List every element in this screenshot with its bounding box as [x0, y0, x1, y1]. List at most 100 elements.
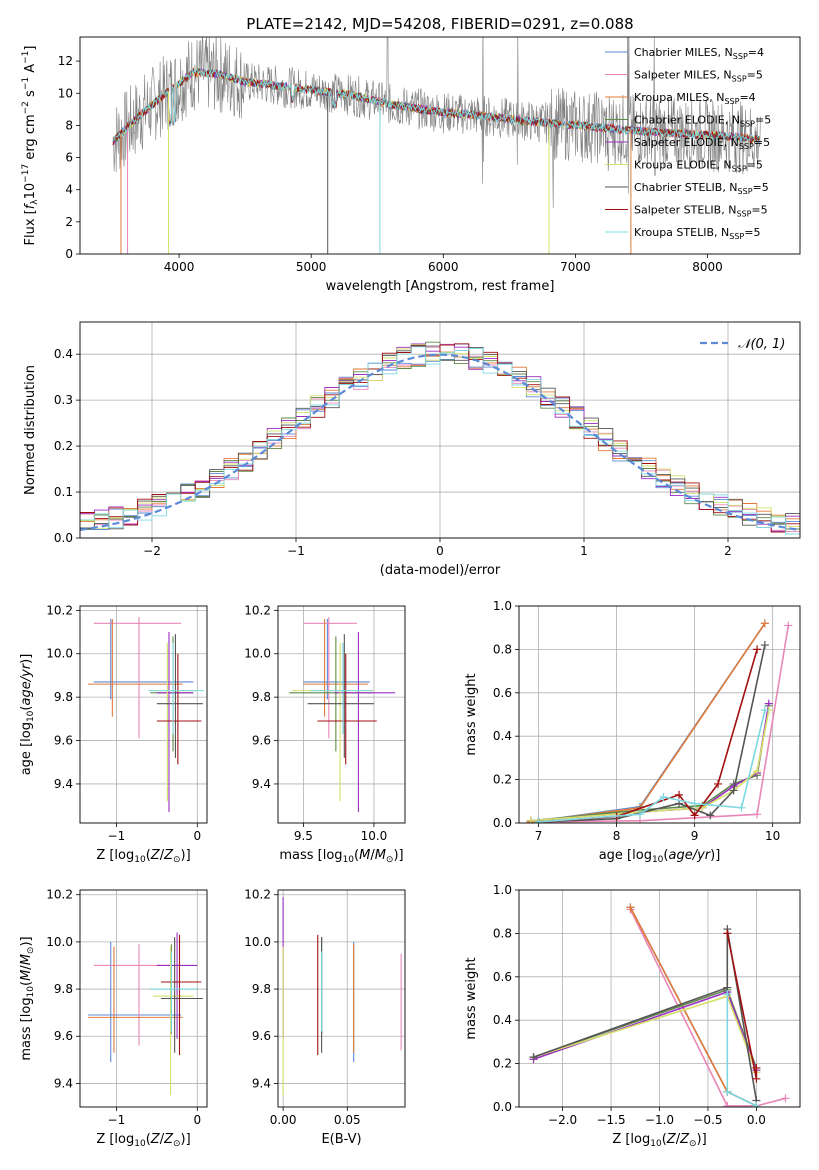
mass-vs-ebv-panel: 0.00 0.05 9.4 9.6 9.8 10.0 10.2 E(B-V)	[244, 888, 406, 1147]
plot-area	[80, 341, 800, 535]
spectrum-panel: 4000 5000 6000 7000 8000 0 2 4 6 8 10 12 Chabrier MI…	[21, 36, 801, 294]
x-axis-label: wavelength [Angstrom, rest frame]	[326, 279, 555, 294]
y-axis-label: Flux [fλ10−17 erg cm−2 s−1 A−1]	[21, 46, 40, 246]
legend-label: 𝒩(0, 1)	[738, 337, 785, 352]
x-tick-label: 10.0	[361, 829, 388, 843]
mass-weight-vs-metallicity-panel: −2.0 −1.5 −1.0 −0.5 0.0 0.0 0.2 0.4 0.6 0.8 1.0 Z […	[464, 883, 801, 1149]
normal-distribution-curve	[80, 353, 800, 531]
mass-weight-line	[533, 990, 758, 1071]
mass-weight-point	[753, 810, 762, 819]
mass-weight-point	[752, 1074, 761, 1083]
mass-weight-point	[784, 621, 793, 630]
x-tick-label: 4000	[164, 260, 195, 274]
mass-weight-point	[723, 1087, 732, 1096]
legend-label: Salpeter ELODIE, NSSP=5	[634, 136, 770, 151]
x-axis-label: Z [log10(Z/Z⊙)]	[96, 1132, 190, 1149]
x-tick-label: 7000	[560, 260, 591, 274]
x-tick-label: 8	[613, 829, 621, 843]
age-vs-metallicity-panel: −1 0 9.4 9.6 9.8 10.0 10.2 Z [log10(Z/Z⊙)] age […	[19, 603, 208, 865]
y-tick-label: 6	[65, 151, 73, 165]
mass-weight-point	[690, 811, 699, 820]
mass-weight-point	[723, 929, 732, 938]
x-axis-label: Z [log10(Z/Z⊙)]	[96, 848, 190, 865]
x-tick-label: −1	[108, 829, 126, 843]
y-axis-label: age [log10(age/yr)]	[19, 654, 36, 776]
x-tick-label: 7	[535, 829, 543, 843]
legend-label: Salpeter MILES, NSSP=5	[634, 69, 763, 84]
plot-area	[88, 616, 204, 813]
y-tick-label: 0.4	[54, 347, 73, 361]
y-tick-label: 0.6	[493, 970, 512, 984]
mass-weight-point	[752, 1101, 761, 1107]
axes-frame	[79, 321, 801, 539]
x-tick-label: −1	[108, 1113, 126, 1127]
legend: Chabrier MILES, NSSP=4 Salpeter MILES, NS…	[605, 46, 771, 241]
x-axis-label: E(B-V)	[321, 1132, 361, 1147]
y-tick-label: 0.2	[54, 439, 73, 453]
x-tick-label: −2.0	[548, 1113, 577, 1127]
mass-weight-point	[529, 1053, 538, 1062]
y-tick-label: 9.6	[252, 1029, 271, 1043]
y-tick-label: 9.6	[252, 734, 271, 748]
x-tick-label: 0	[193, 829, 201, 843]
plot-area	[112, 37, 761, 254]
legend-label: Chabrier MILES, NSSP=4	[634, 46, 764, 61]
y-tick-label: 9.8	[252, 982, 271, 996]
mass-weight-point	[723, 990, 732, 999]
mass-weight-point	[752, 1063, 761, 1072]
y-tick-label: 9.6	[54, 1029, 73, 1043]
plot-area	[289, 616, 396, 813]
x-tick-label: 0.0	[747, 1113, 766, 1127]
mass-weight-point	[706, 811, 715, 820]
x-tick-label: −1.0	[645, 1113, 674, 1127]
y-tick-label: 9.6	[54, 734, 73, 748]
x-tick-label: 6000	[428, 260, 459, 274]
mass-weight-line	[530, 703, 770, 822]
y-tick-label: 10.2	[244, 888, 271, 902]
mass-weight-point	[534, 817, 543, 823]
y-tick-label: 9.4	[54, 1076, 73, 1090]
x-tick-label: 8000	[692, 260, 723, 274]
model-spectrum-line	[112, 68, 761, 144]
axes-frame	[518, 605, 801, 824]
x-tick-label: 0.05	[334, 1113, 361, 1127]
y-tick-label: 0.4	[493, 1013, 512, 1027]
axes-frame	[518, 889, 801, 1108]
mass-weight-line	[530, 705, 770, 822]
axes-frame	[277, 605, 406, 824]
legend-label: Kroupa STELIB, NSSP=5	[634, 226, 760, 241]
y-tick-label: 9.8	[252, 690, 271, 704]
y-tick-label: 10.2	[46, 888, 73, 902]
y-tick-label: 0.1	[54, 485, 73, 499]
plot-area	[88, 932, 203, 1096]
mass-weight-point	[781, 1094, 790, 1103]
y-axis-label: mass weight	[464, 957, 479, 1039]
x-tick-label: −1	[287, 544, 305, 558]
y-tick-label: 0.3	[54, 393, 73, 407]
mass-weight-point	[675, 790, 684, 799]
plot-area	[282, 897, 402, 1096]
mass-weight-point	[635, 810, 644, 819]
y-tick-label: 0.0	[493, 816, 512, 830]
mass-weight-vs-age-panel: 7 8 9 10 0.0 0.2 0.4 0.6 0.8 1.0 age [log10(age/yr…	[464, 599, 801, 865]
y-tick-label: 0.8	[493, 642, 512, 656]
mass-weight-line	[629, 909, 786, 1107]
legend-label: Kroupa ELODIE, NSSP=5	[634, 159, 763, 174]
mass-weight-point	[723, 1101, 732, 1107]
y-tick-label: 10.0	[244, 647, 271, 661]
y-tick-label: 10.0	[46, 935, 73, 949]
y-axis-label: mass [log10(M/M⊙)]	[19, 936, 36, 1060]
x-tick-label: −2	[143, 544, 161, 558]
residual-histogram-step	[80, 343, 800, 533]
figure-title: PLATE=2142, MJD=54208, FIBERID=0291, z=0…	[246, 15, 633, 33]
y-tick-label: 9.4	[252, 777, 271, 791]
x-tick-label: 0	[436, 544, 444, 558]
axes-frame	[79, 889, 208, 1108]
y-tick-label: 0.6	[493, 686, 512, 700]
y-tick-label: 9.4	[252, 1076, 271, 1090]
y-tick-label: 0.2	[493, 773, 512, 787]
plot-area	[526, 619, 793, 823]
mass-weight-point	[659, 792, 668, 801]
residuals-panel: −2 −1 0 1 2 0.0 0.1 0.2 0.3 0.4 𝒩(0, 1) (data-model…	[23, 321, 801, 578]
y-axis-label: mass weight	[464, 673, 479, 755]
